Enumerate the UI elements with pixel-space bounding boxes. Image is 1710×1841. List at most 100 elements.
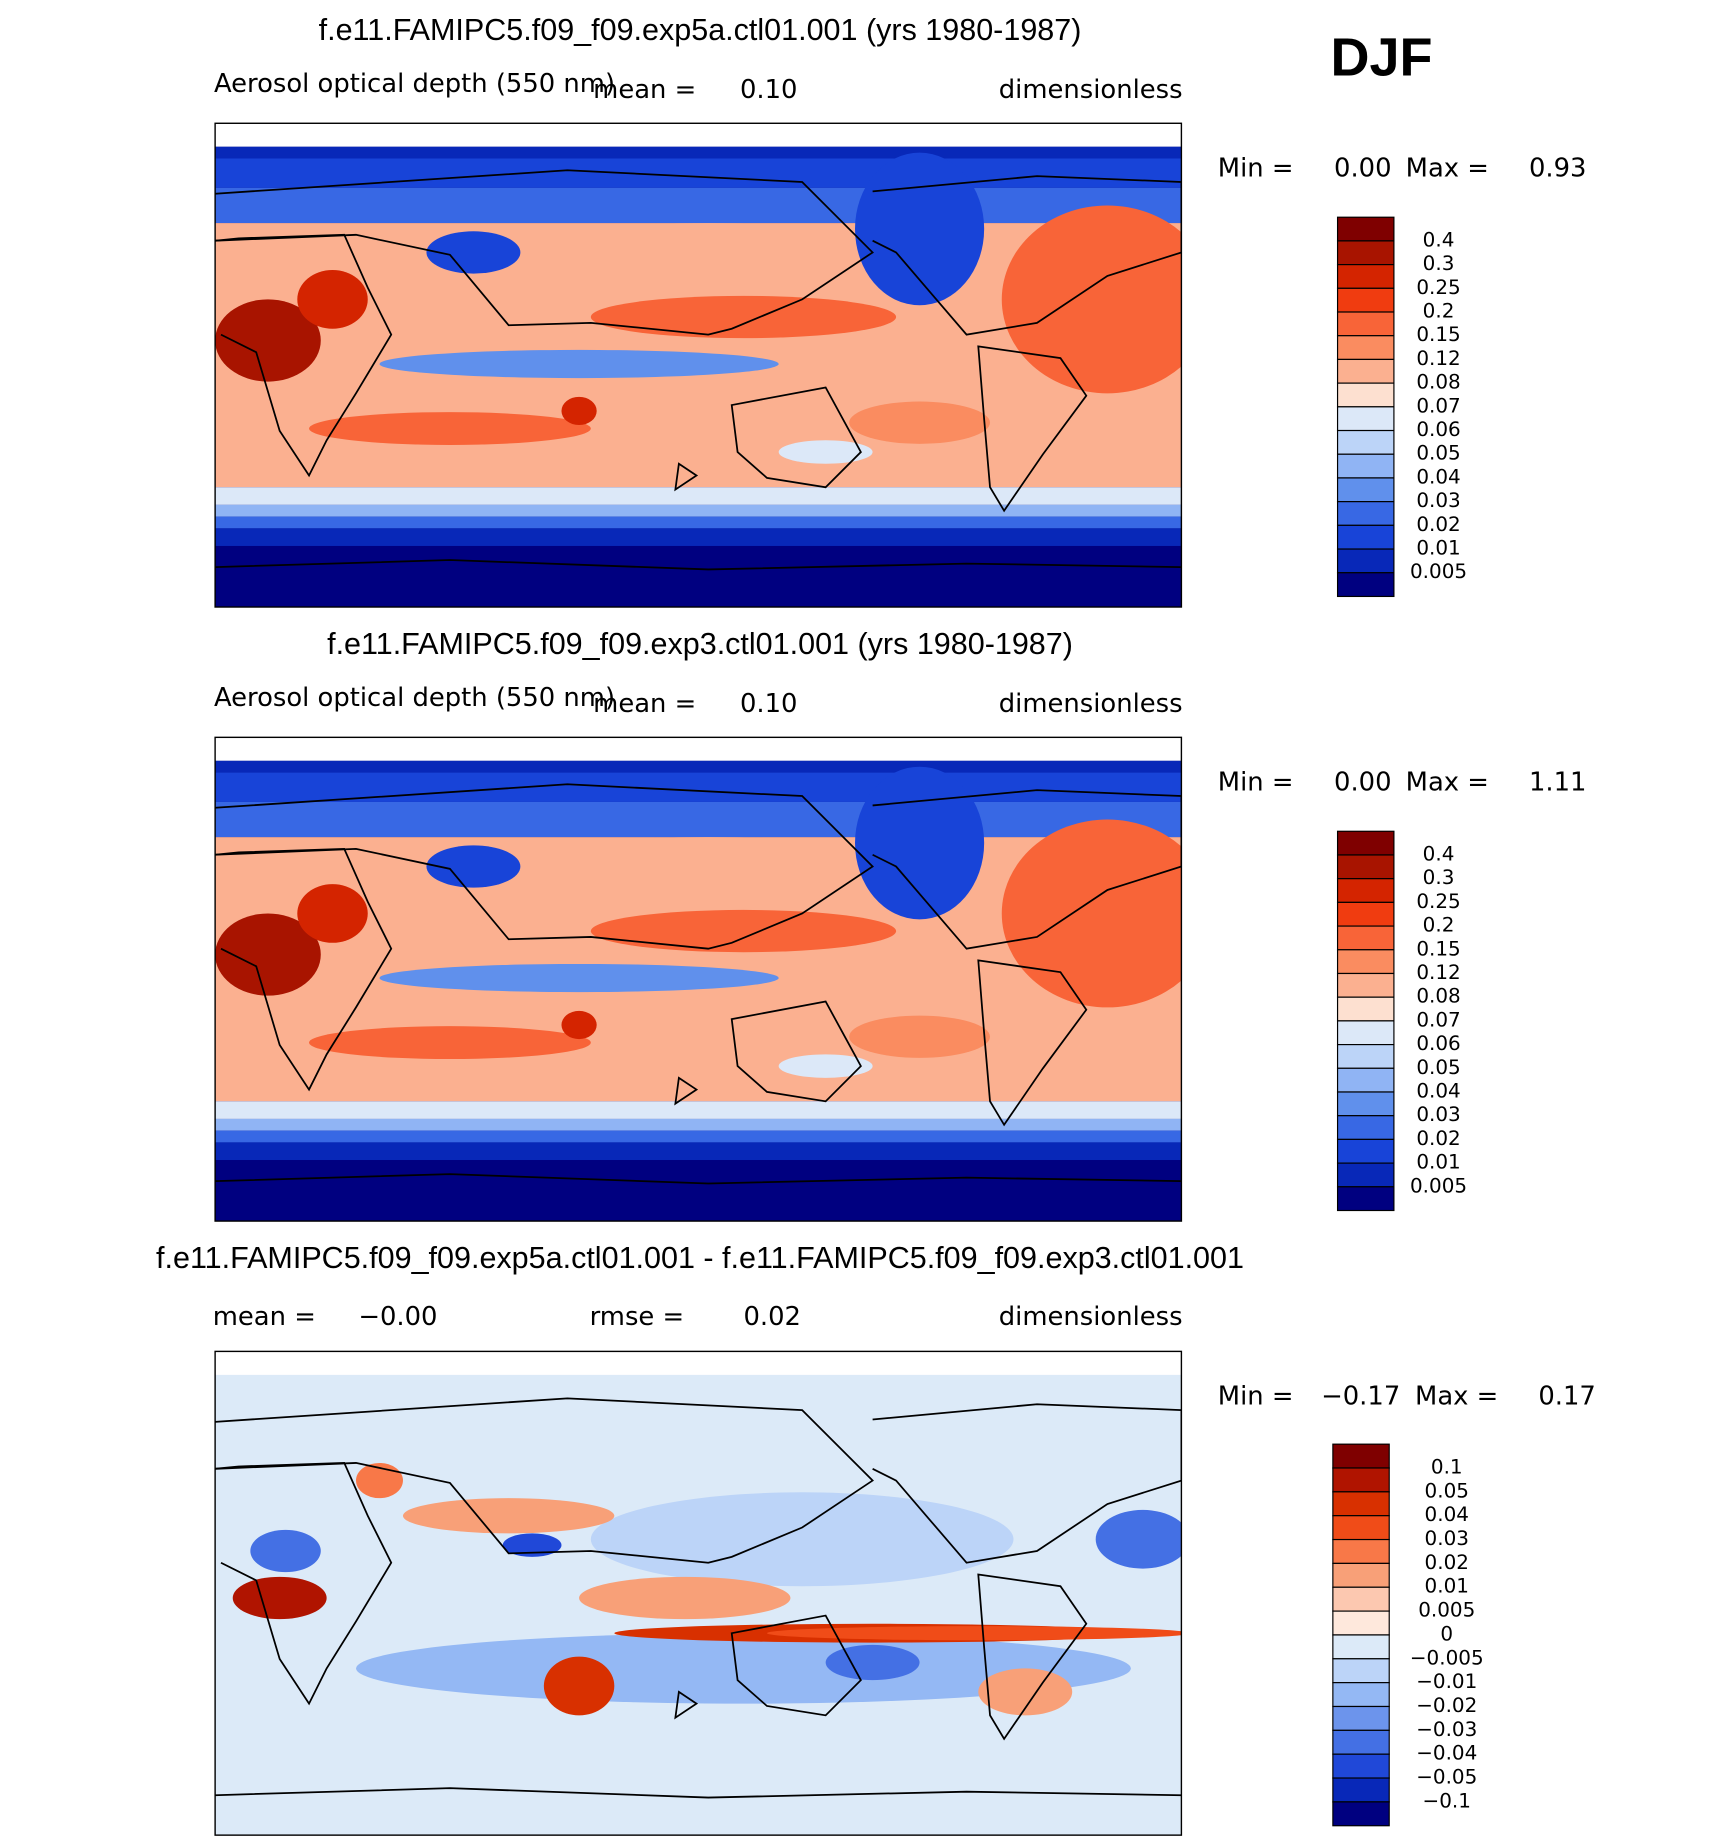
coastline: [730, 1614, 862, 1717]
field-band: [215, 516, 1182, 529]
coastline: [872, 175, 1182, 336]
colorbar-box: [1332, 1753, 1390, 1779]
coastline: [730, 1000, 862, 1103]
colorbar-label: 0.05: [1416, 441, 1460, 465]
colorbar-box: [1332, 1491, 1390, 1517]
colorbar-label: 0.08: [1416, 984, 1460, 1008]
rmse-value: 0.02: [743, 1302, 801, 1332]
colorbar-label: 0.01: [1416, 536, 1460, 560]
field-blob: [309, 1026, 591, 1060]
field-blob: [849, 401, 991, 444]
colorbar-box: [1332, 1634, 1390, 1660]
colorbar-box: [1336, 996, 1395, 1022]
field-blob: [543, 1656, 615, 1716]
colorbar-label: 0.25: [1416, 889, 1460, 913]
field-blob: [590, 295, 897, 339]
field-blob: [561, 1010, 597, 1040]
colorbar-box: [1336, 264, 1395, 289]
field-blob: [1001, 205, 1182, 394]
map-field: [215, 737, 1182, 1222]
colorbar-label: 0.1: [1431, 1455, 1463, 1479]
panel-title: f.e11.FAMIPC5.f09_f09.exp5a.ctl01.001 (y…: [319, 13, 1082, 47]
colorbar-label: 0.06: [1416, 417, 1460, 441]
colorbar-box: [1332, 1515, 1390, 1541]
min-label: Min =: [1218, 154, 1294, 184]
colorbar-box: [1336, 382, 1395, 408]
field-blob: [855, 766, 985, 920]
field-band: [215, 528, 1182, 546]
field-blob: [426, 845, 521, 888]
colorbar-box: [1336, 878, 1395, 903]
field-band: [215, 801, 1182, 838]
colorbar-label: 0.04: [1416, 1078, 1460, 1102]
field-band: [215, 1130, 1182, 1143]
colorbar-label: 0.07: [1416, 1007, 1460, 1031]
field-blob: [502, 1533, 562, 1557]
field-blob: [849, 1015, 991, 1058]
max-label: Max =: [1406, 154, 1489, 184]
colorbar-box: [1336, 429, 1395, 455]
colorbar-box: [1336, 477, 1395, 503]
coastline: [215, 559, 1182, 571]
field-blob: [309, 412, 591, 445]
max-label: Max =: [1406, 768, 1489, 798]
field-blob: [215, 913, 321, 996]
colorbar-box: [1336, 335, 1395, 361]
colorbar-box: [1336, 287, 1395, 313]
colorbar-box: [1336, 1091, 1395, 1117]
colorbar-box: [1336, 240, 1395, 266]
colorbar-box: [1332, 1467, 1390, 1493]
colorbar-label: 0.03: [1425, 1526, 1469, 1550]
map-frame: [214, 122, 1183, 608]
field-band: [215, 1101, 1182, 1119]
colorbar-box: [1332, 1562, 1390, 1588]
coastline: [977, 959, 1088, 1127]
min-label: Min =: [1218, 1382, 1294, 1412]
max-value: 1.11: [1529, 768, 1587, 798]
units: dimensionless: [999, 1302, 1183, 1332]
mean-value: 0.10: [740, 689, 798, 719]
colorbar-label: 0.05: [1425, 1478, 1469, 1502]
colorbar-label: −0.1: [1423, 1788, 1471, 1812]
colorbar-label: 0.12: [1416, 346, 1460, 370]
colorbar-label: 0.04: [1416, 464, 1460, 488]
colorbar-box: [1336, 572, 1395, 598]
coastline: [215, 1787, 1182, 1799]
panel-title: f.e11.FAMIPC5.f09_f09.exp3.ctl01.001 (yr…: [327, 627, 1073, 661]
colorbar-label: 0.4: [1423, 841, 1455, 865]
max-value: 0.93: [1529, 154, 1587, 184]
field-blob: [1095, 1509, 1182, 1569]
mean-label: mean =: [593, 75, 696, 105]
colorbar-box: [1336, 1020, 1395, 1046]
colorbar-box: [1336, 453, 1395, 479]
field-blob: [379, 963, 779, 993]
map: [214, 1350, 1183, 1836]
field-name: Aerosol optical depth (550 nm): [214, 69, 615, 99]
colorbar-box: [1336, 1138, 1395, 1164]
season-label: DJF: [1331, 27, 1433, 87]
field-band: [215, 146, 1182, 159]
coastline: [215, 1397, 874, 1564]
colorbar-box: [1336, 854, 1395, 880]
colorbar-label: 0.02: [1416, 512, 1460, 536]
colorbar-box: [1336, 358, 1395, 384]
units: dimensionless: [999, 689, 1183, 719]
colorbar-label: −0.01: [1416, 1669, 1477, 1693]
colorbar-box: [1336, 901, 1395, 927]
field-blob: [215, 299, 321, 382]
colorbar-label: 0.05: [1416, 1055, 1460, 1079]
min-value: −0.17: [1321, 1382, 1400, 1412]
field-band: [215, 487, 1182, 505]
field-band: [215, 737, 1182, 761]
rmse-label: rmse =: [590, 1302, 685, 1332]
field-blob: [778, 440, 873, 464]
colorbar-label: 0.02: [1416, 1126, 1460, 1150]
colorbar-box: [1336, 830, 1395, 856]
mean-value: 0.10: [740, 75, 798, 105]
mean-label: mean =: [213, 1302, 316, 1332]
colorbar-label: 0.005: [1410, 559, 1467, 583]
field-blob: [590, 1492, 1014, 1587]
field-blob: [579, 1576, 791, 1620]
field-band: [215, 504, 1182, 517]
